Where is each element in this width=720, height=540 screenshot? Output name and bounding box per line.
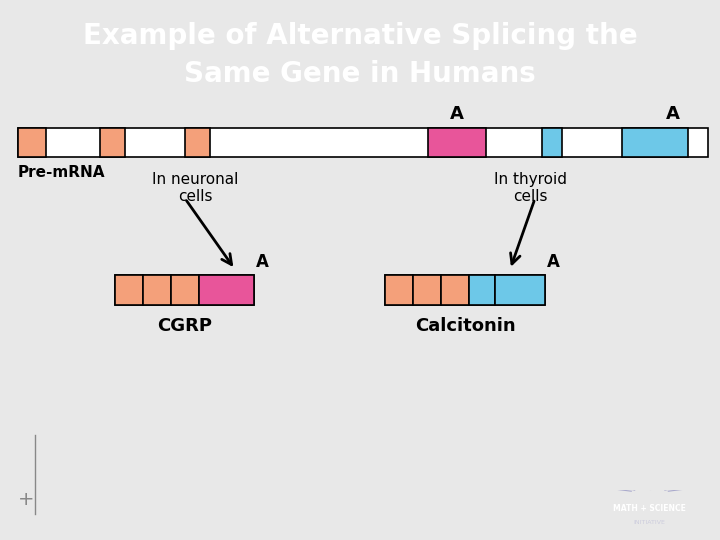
Bar — [428, 127, 486, 157]
Bar — [385, 275, 413, 305]
Text: A: A — [256, 253, 269, 272]
Bar — [622, 127, 688, 157]
Text: Same Gene in Humans: Same Gene in Humans — [184, 60, 536, 87]
Bar — [199, 275, 254, 305]
Text: A: A — [450, 105, 464, 123]
Bar — [413, 275, 441, 305]
Text: MATH + SCIENCE: MATH + SCIENCE — [613, 504, 686, 514]
Bar — [171, 275, 199, 305]
Text: In thyroid
cells: In thyroid cells — [493, 172, 567, 204]
Bar — [143, 275, 171, 305]
Bar — [115, 275, 254, 305]
Bar — [441, 275, 469, 305]
Bar — [18, 127, 708, 157]
Text: A: A — [666, 105, 680, 123]
Bar — [385, 275, 545, 305]
Text: A: A — [547, 253, 560, 272]
Text: In neuronal
cells: In neuronal cells — [152, 172, 238, 204]
Bar — [469, 275, 495, 305]
Text: INITIATIVE: INITIATIVE — [634, 519, 666, 525]
Bar — [100, 127, 125, 157]
Text: CGRP: CGRP — [157, 317, 212, 335]
Text: +: + — [18, 490, 35, 509]
Bar — [542, 127, 562, 157]
Text: Pre-mRNA: Pre-mRNA — [18, 165, 106, 180]
Bar — [18, 127, 46, 157]
Bar — [185, 127, 210, 157]
Text: Example of Alternative Splicing the: Example of Alternative Splicing the — [83, 22, 637, 50]
Bar — [115, 275, 143, 305]
Bar — [495, 275, 545, 305]
Text: Calcitonin: Calcitonin — [415, 317, 516, 335]
